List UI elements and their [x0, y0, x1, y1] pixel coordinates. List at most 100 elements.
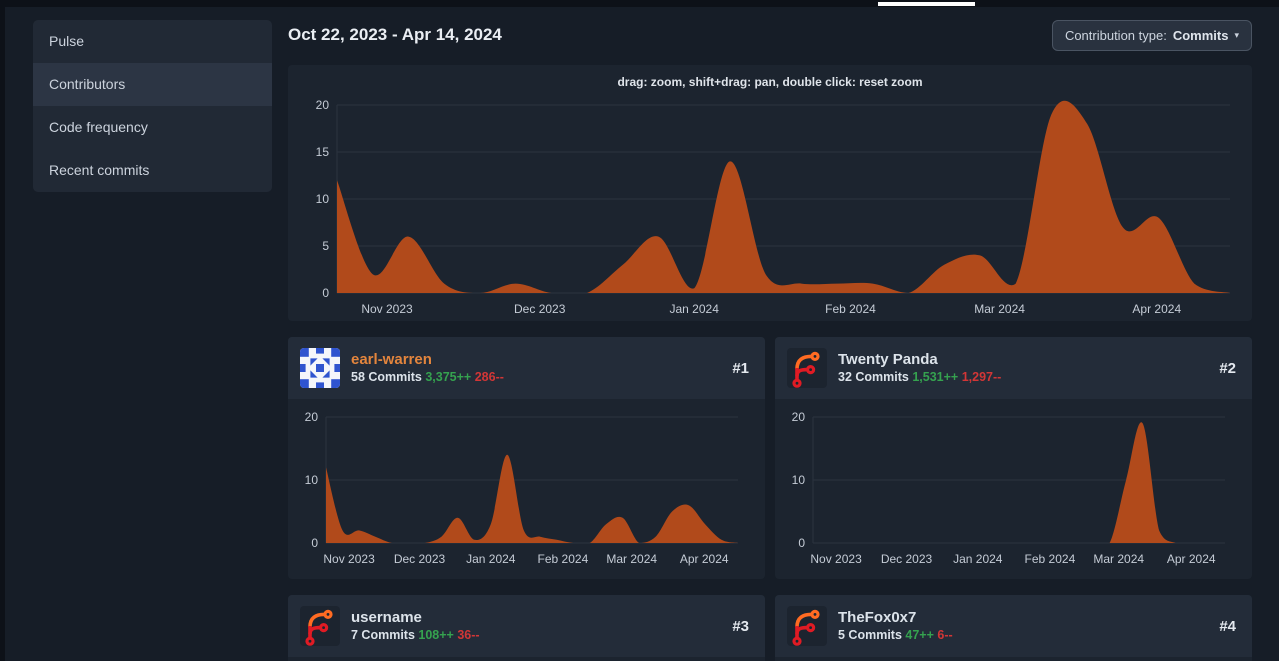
contribution-type-dropdown[interactable]: Contribution type: Commits ▾	[1051, 19, 1252, 51]
caret-down-icon: ▾	[1234, 29, 1239, 40]
page-layout: Pulse Contributors Code frequency Recent co…	[5, 7, 1279, 661]
contributor-deletions: 286--	[474, 370, 504, 384]
contributor-stats: 7 Commits 108++ 36--	[351, 627, 721, 644]
svg-text:Dec 2023: Dec 2023	[881, 552, 933, 566]
svg-text:0: 0	[311, 536, 318, 550]
contributor-identity: earl-warren 58 Commits 3,375++ 286--	[351, 350, 721, 386]
contributor-card-header: earl-warren 58 Commits 3,375++ 286-- #1	[288, 337, 765, 399]
contributor-name[interactable]: earl-warren	[351, 351, 432, 368]
contributor-card: username 7 Commits 108++ 36-- #3	[288, 595, 765, 661]
contributor-name[interactable]: username	[351, 609, 422, 626]
contributor-stats: 32 Commits 1,531++ 1,297--	[838, 369, 1208, 386]
svg-text:5: 5	[322, 239, 329, 253]
svg-text:Mar 2024: Mar 2024	[974, 302, 1025, 316]
sidebar-item-pulse[interactable]: Pulse	[49, 33, 85, 49]
svg-text:Apr 2024: Apr 2024	[1132, 302, 1181, 316]
contributor-additions: 108++	[418, 628, 454, 642]
contributor-avatar	[787, 348, 827, 388]
active-tab-indicator	[878, 2, 975, 6]
svg-text:20: 20	[305, 410, 319, 424]
svg-text:Jan 2024: Jan 2024	[466, 552, 516, 566]
contributor-deletions: 1,297--	[961, 370, 1002, 384]
card2-area-chart-svg: 0 10 20 Nov 2023 Dec 2023 Jan 2024 Feb 2024 Mar…	[792, 410, 1225, 566]
svg-text:20: 20	[792, 410, 806, 424]
sidebar-item-contributors[interactable]: Contributors	[33, 63, 272, 106]
main-area-chart-svg: 0 5 10 15 20 Nov 2023 Dec 2023 Jan 2024 Feb 2024…	[316, 98, 1230, 316]
contributor-commit-count: 32 Commits	[838, 370, 909, 384]
contributor-stats: 58 Commits 3,375++ 286--	[351, 369, 721, 386]
sidebar-item-code-frequency[interactable]: Code frequency	[49, 119, 148, 135]
svg-text:Apr 2024: Apr 2024	[1167, 552, 1216, 566]
contributor-card-header: Twenty Panda 32 Commits 1,531++ 1,297-- …	[775, 337, 1252, 399]
svg-text:Nov 2023: Nov 2023	[323, 552, 375, 566]
forgejo-logo-avatar-image	[300, 606, 340, 646]
svg-text:Mar 2024: Mar 2024	[606, 552, 657, 566]
svg-text:Apr 2024: Apr 2024	[680, 552, 729, 566]
contributor-name[interactable]: TheFox0x7	[838, 609, 917, 626]
svg-text:Feb 2024: Feb 2024	[538, 552, 589, 566]
date-range-heading: Oct 22, 2023 - Apr 14, 2024	[288, 25, 502, 44]
contributor-activity-chart[interactable]: 0 10 20 Nov 2023 Dec 2023 Jan 2024 Feb 2024 Mar…	[775, 399, 1252, 579]
contributor-name[interactable]: Twenty Panda	[838, 351, 938, 368]
repo-activity-menu: Pulse Contributors Code frequency Recent co…	[33, 20, 272, 192]
svg-text:Nov 2023: Nov 2023	[361, 302, 413, 316]
card1-area-chart-svg: 0 10 20 Nov 2023 Dec 2023 Jan 2024 Feb 2024 Mar…	[305, 410, 738, 566]
contributor-cards-grid: earl-warren 58 Commits 3,375++ 286-- #1 …	[288, 337, 1252, 661]
contributor-avatar	[300, 348, 340, 388]
contributor-activity-chart[interactable]	[288, 657, 765, 661]
contributor-additions: 1,531++	[912, 370, 959, 384]
svg-text:Mar 2024: Mar 2024	[1093, 552, 1144, 566]
contributor-avatar	[787, 606, 827, 646]
contributor-rank-badge: #1	[732, 359, 749, 377]
contributor-commit-count: 7 Commits	[351, 628, 415, 642]
svg-text:15: 15	[316, 145, 330, 159]
contributor-card: TheFox0x7 5 Commits 47++ 6-- #4	[775, 595, 1252, 661]
svg-text:0: 0	[798, 536, 805, 550]
contributor-identity: TheFox0x7 5 Commits 47++ 6--	[838, 608, 1208, 644]
contributor-deletions: 6--	[937, 628, 953, 642]
contributor-additions: 47++	[905, 628, 934, 642]
forgejo-logo-avatar-image	[787, 348, 827, 388]
contributor-avatar	[300, 606, 340, 646]
svg-text:10: 10	[316, 192, 330, 206]
contributor-rank-badge: #3	[732, 617, 749, 635]
svg-text:Feb 2024: Feb 2024	[1025, 552, 1076, 566]
svg-text:10: 10	[792, 473, 806, 487]
contributor-identity: Twenty Panda 32 Commits 1,531++ 1,297--	[838, 350, 1208, 386]
contributor-deletions: 36--	[457, 628, 480, 642]
contributor-identity: username 7 Commits 108++ 36--	[351, 608, 721, 644]
identicon-avatar-image	[300, 348, 340, 388]
contributor-card: Twenty Panda 32 Commits 1,531++ 1,297-- …	[775, 337, 1252, 579]
contribution-type-label: Contribution type:	[1064, 27, 1167, 43]
svg-text:Dec 2023: Dec 2023	[394, 552, 446, 566]
svg-text:Nov 2023: Nov 2023	[810, 552, 862, 566]
svg-text:20: 20	[316, 98, 330, 112]
contributor-commit-count: 58 Commits	[351, 370, 422, 384]
sidebar-item-recent-commits[interactable]: Recent commits	[49, 162, 150, 178]
contributor-stats: 5 Commits 47++ 6--	[838, 627, 1208, 644]
chart-zoom-hint: drag: zoom, shift+drag: pan, double clic…	[617, 75, 923, 89]
svg-text:Jan 2024: Jan 2024	[670, 302, 720, 316]
svg-text:Dec 2023: Dec 2023	[514, 302, 566, 316]
forgejo-logo-avatar-image	[787, 606, 827, 646]
contributor-activity-chart[interactable]: 0 10 20 Nov 2023 Dec 2023 Jan 2024 Feb 2024 Mar…	[288, 399, 765, 579]
overall-contributions-chart[interactable]: 0 5 10 15 20 Nov 2023 Dec 2023 Jan 2024 Feb 2024…	[295, 95, 1245, 328]
contributor-rank-badge: #2	[1219, 359, 1236, 377]
contributor-commit-count: 5 Commits	[838, 628, 902, 642]
contributor-card-header: username 7 Commits 108++ 36-- #3	[288, 595, 765, 657]
svg-text:0: 0	[322, 286, 329, 300]
contributor-card-header: TheFox0x7 5 Commits 47++ 6-- #4	[775, 595, 1252, 657]
activity-content: Oct 22, 2023 - Apr 14, 2024 Contribution…	[288, 7, 1252, 661]
svg-text:10: 10	[305, 473, 319, 487]
top-tab-bar	[0, 0, 1279, 7]
window-left-edge	[0, 7, 5, 661]
contributor-rank-badge: #4	[1219, 617, 1236, 635]
svg-text:Feb 2024: Feb 2024	[825, 302, 876, 316]
svg-text:Jan 2024: Jan 2024	[953, 552, 1003, 566]
contributor-card: earl-warren 58 Commits 3,375++ 286-- #1 …	[288, 337, 765, 579]
overall-contributions-panel: drag: zoom, shift+drag: pan, double clic…	[288, 65, 1252, 321]
contribution-type-value: Commits	[1172, 27, 1229, 43]
contributor-additions: 3,375++	[425, 370, 472, 384]
activity-header: Oct 22, 2023 - Apr 14, 2024 Contribution…	[288, 18, 1252, 52]
contributor-activity-chart[interactable]	[775, 657, 1252, 661]
